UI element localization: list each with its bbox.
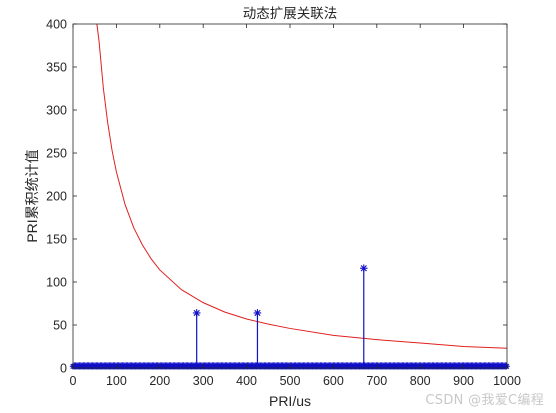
x-tick-label: 200 bbox=[149, 374, 170, 388]
stem-layer bbox=[192, 264, 368, 368]
x-ticks: 0 100 200 300 400 500 600 700 800 900 1000 bbox=[70, 24, 521, 388]
curve-layer bbox=[96, 23, 508, 349]
threshold-curve bbox=[96, 23, 508, 349]
chart-title: 动态扩展关联法 bbox=[243, 6, 338, 22]
x-tick-label: 1000 bbox=[493, 374, 521, 388]
x-tick-label: 100 bbox=[106, 374, 127, 388]
x-tick-label: 300 bbox=[193, 374, 214, 388]
watermark: CSDN @我爱C编程 bbox=[425, 393, 544, 408]
baseline-marker bbox=[503, 363, 510, 370]
y-tick-label: 0 bbox=[60, 362, 67, 376]
y-axis-label: PRI累积统计值 bbox=[24, 149, 40, 242]
y-tick-label: 50 bbox=[53, 319, 67, 333]
y-tick-label: 300 bbox=[46, 104, 67, 118]
y-tick-label: 250 bbox=[46, 147, 67, 161]
y-tick-label: 100 bbox=[46, 276, 67, 290]
stem-marker bbox=[253, 309, 262, 317]
x-tick-label: 700 bbox=[366, 374, 387, 388]
x-tick-label: 800 bbox=[410, 374, 431, 388]
y-tick-label: 400 bbox=[46, 18, 67, 32]
plot-area bbox=[73, 24, 507, 368]
y-tick-label: 350 bbox=[46, 61, 67, 75]
x-tick-label: 600 bbox=[323, 374, 344, 388]
stem-marker bbox=[359, 264, 368, 273]
y-ticks: 0 50 100 150 200 250 300 350 400 bbox=[46, 18, 507, 376]
x-tick-label: 900 bbox=[453, 374, 474, 388]
x-axis-label: PRI/us bbox=[269, 393, 311, 409]
x-tick-label: 0 bbox=[70, 374, 77, 388]
y-tick-label: 200 bbox=[46, 190, 67, 204]
x-tick-label: 400 bbox=[236, 374, 257, 388]
y-tick-label: 150 bbox=[46, 233, 67, 247]
stem-marker bbox=[192, 309, 201, 317]
x-tick-label: 500 bbox=[280, 374, 301, 388]
